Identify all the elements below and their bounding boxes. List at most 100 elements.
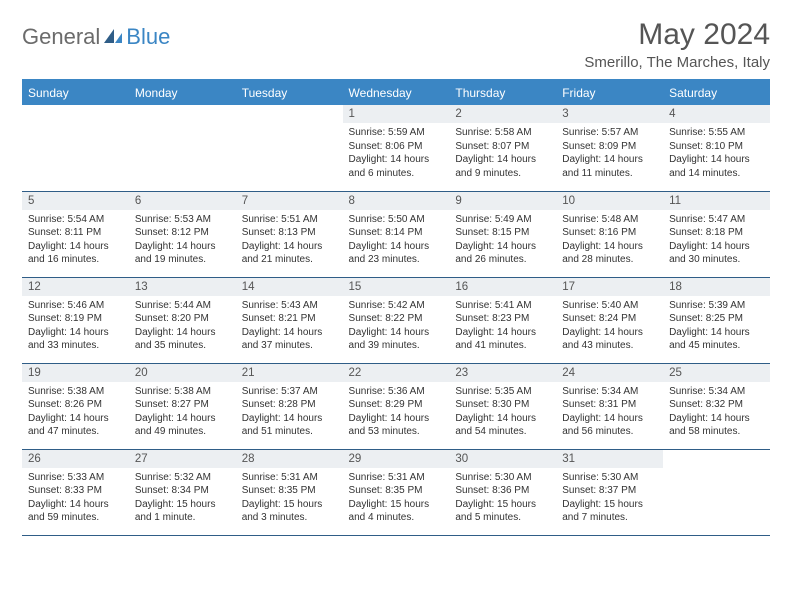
detail-line: Sunrise: 5:30 AM — [455, 471, 550, 485]
detail-line: and 7 minutes. — [562, 511, 657, 525]
calendar-cell: 5Sunrise: 5:54 AMSunset: 8:11 PMDaylight… — [22, 191, 129, 277]
day-details: Sunrise: 5:49 AMSunset: 8:15 PMDaylight:… — [449, 210, 556, 271]
day-number: 11 — [663, 192, 770, 210]
detail-line: Sunrise: 5:34 AM — [669, 385, 764, 399]
detail-line: Daylight: 14 hours — [669, 412, 764, 426]
detail-line: Sunrise: 5:35 AM — [455, 385, 550, 399]
detail-line: and 45 minutes. — [669, 339, 764, 353]
page-title: May 2024 — [584, 18, 770, 52]
calendar-week-row: 1Sunrise: 5:59 AMSunset: 8:06 PMDaylight… — [22, 105, 770, 191]
detail-line: Sunrise: 5:57 AM — [562, 126, 657, 140]
detail-line: Daylight: 14 hours — [242, 326, 337, 340]
detail-line: and 41 minutes. — [455, 339, 550, 353]
detail-line: Sunrise: 5:49 AM — [455, 213, 550, 227]
detail-line: Sunset: 8:28 PM — [242, 398, 337, 412]
day-number: 9 — [449, 192, 556, 210]
day-details: Sunrise: 5:38 AMSunset: 8:27 PMDaylight:… — [129, 382, 236, 443]
calendar-cell: 12Sunrise: 5:46 AMSunset: 8:19 PMDayligh… — [22, 277, 129, 363]
day-number: 8 — [343, 192, 450, 210]
detail-line: Sunrise: 5:30 AM — [562, 471, 657, 485]
day-details: Sunrise: 5:35 AMSunset: 8:30 PMDaylight:… — [449, 382, 556, 443]
day-details: Sunrise: 5:55 AMSunset: 8:10 PMDaylight:… — [663, 123, 770, 184]
location-text: Smerillo, The Marches, Italy — [584, 54, 770, 71]
day-number: 31 — [556, 450, 663, 468]
day-number: 2 — [449, 105, 556, 123]
detail-line: and 33 minutes. — [28, 339, 123, 353]
day-number: 29 — [343, 450, 450, 468]
calendar-cell: 20Sunrise: 5:38 AMSunset: 8:27 PMDayligh… — [129, 363, 236, 449]
detail-line: and 35 minutes. — [135, 339, 230, 353]
detail-line: and 49 minutes. — [135, 425, 230, 439]
detail-line: Daylight: 15 hours — [562, 498, 657, 512]
detail-line: and 26 minutes. — [455, 253, 550, 267]
detail-line: Sunrise: 5:36 AM — [349, 385, 444, 399]
detail-line: Daylight: 14 hours — [135, 326, 230, 340]
detail-line: Sunset: 8:30 PM — [455, 398, 550, 412]
calendar-cell: 1Sunrise: 5:59 AMSunset: 8:06 PMDaylight… — [343, 105, 450, 191]
calendar-week-row: 12Sunrise: 5:46 AMSunset: 8:19 PMDayligh… — [22, 277, 770, 363]
detail-line: Sunset: 8:20 PM — [135, 312, 230, 326]
detail-line: Daylight: 14 hours — [455, 153, 550, 167]
logo-sail-icon — [102, 27, 124, 47]
day-number: 16 — [449, 278, 556, 296]
calendar-cell: 6Sunrise: 5:53 AMSunset: 8:12 PMDaylight… — [129, 191, 236, 277]
logo: General Blue — [22, 18, 170, 50]
detail-line: Daylight: 14 hours — [349, 240, 444, 254]
detail-line: Sunrise: 5:59 AM — [349, 126, 444, 140]
calendar-cell: 27Sunrise: 5:32 AMSunset: 8:34 PMDayligh… — [129, 449, 236, 535]
detail-line: Sunrise: 5:48 AM — [562, 213, 657, 227]
detail-line: and 47 minutes. — [28, 425, 123, 439]
calendar-cell: 10Sunrise: 5:48 AMSunset: 8:16 PMDayligh… — [556, 191, 663, 277]
day-of-week-row: SundayMondayTuesdayWednesdayThursdayFrid… — [22, 80, 770, 105]
day-number: 5 — [22, 192, 129, 210]
detail-line: Sunrise: 5:44 AM — [135, 299, 230, 313]
detail-line: and 19 minutes. — [135, 253, 230, 267]
detail-line: Daylight: 15 hours — [242, 498, 337, 512]
detail-line: Sunset: 8:29 PM — [349, 398, 444, 412]
detail-line: Sunrise: 5:53 AM — [135, 213, 230, 227]
detail-line: Daylight: 14 hours — [349, 326, 444, 340]
day-details: Sunrise: 5:39 AMSunset: 8:25 PMDaylight:… — [663, 296, 770, 357]
detail-line: Daylight: 14 hours — [562, 412, 657, 426]
calendar-cell: 13Sunrise: 5:44 AMSunset: 8:20 PMDayligh… — [129, 277, 236, 363]
day-details: Sunrise: 5:31 AMSunset: 8:35 PMDaylight:… — [236, 468, 343, 529]
day-header: Monday — [129, 80, 236, 105]
day-number: 21 — [236, 364, 343, 382]
blank-day — [236, 105, 343, 123]
day-number: 26 — [22, 450, 129, 468]
day-number: 22 — [343, 364, 450, 382]
detail-line: Sunrise: 5:34 AM — [562, 385, 657, 399]
detail-line: and 59 minutes. — [28, 511, 123, 525]
detail-line: Daylight: 14 hours — [349, 412, 444, 426]
detail-line: Sunset: 8:11 PM — [28, 226, 123, 240]
detail-line: Daylight: 14 hours — [669, 240, 764, 254]
day-number: 24 — [556, 364, 663, 382]
detail-line: Daylight: 14 hours — [28, 240, 123, 254]
page: General Blue May 2024 Smerillo, The Marc… — [0, 0, 792, 536]
calendar-cell — [236, 105, 343, 191]
detail-line: Sunset: 8:31 PM — [562, 398, 657, 412]
calendar-cell: 28Sunrise: 5:31 AMSunset: 8:35 PMDayligh… — [236, 449, 343, 535]
calendar-table: SundayMondayTuesdayWednesdayThursdayFrid… — [22, 79, 770, 536]
detail-line: and 30 minutes. — [669, 253, 764, 267]
detail-line: Sunset: 8:07 PM — [455, 140, 550, 154]
day-number: 25 — [663, 364, 770, 382]
header: General Blue May 2024 Smerillo, The Marc… — [22, 18, 770, 71]
day-details: Sunrise: 5:47 AMSunset: 8:18 PMDaylight:… — [663, 210, 770, 271]
day-number: 23 — [449, 364, 556, 382]
detail-line: and 51 minutes. — [242, 425, 337, 439]
detail-line: Sunrise: 5:38 AM — [135, 385, 230, 399]
detail-line: Sunrise: 5:50 AM — [349, 213, 444, 227]
detail-line: Sunrise: 5:31 AM — [242, 471, 337, 485]
detail-line: and 3 minutes. — [242, 511, 337, 525]
detail-line: and 43 minutes. — [562, 339, 657, 353]
day-number: 15 — [343, 278, 450, 296]
detail-line: Sunset: 8:23 PM — [455, 312, 550, 326]
detail-line: Daylight: 15 hours — [135, 498, 230, 512]
day-number: 3 — [556, 105, 663, 123]
detail-line: Daylight: 14 hours — [455, 412, 550, 426]
day-details: Sunrise: 5:53 AMSunset: 8:12 PMDaylight:… — [129, 210, 236, 271]
calendar-cell: 16Sunrise: 5:41 AMSunset: 8:23 PMDayligh… — [449, 277, 556, 363]
detail-line: Sunrise: 5:38 AM — [28, 385, 123, 399]
day-number: 28 — [236, 450, 343, 468]
